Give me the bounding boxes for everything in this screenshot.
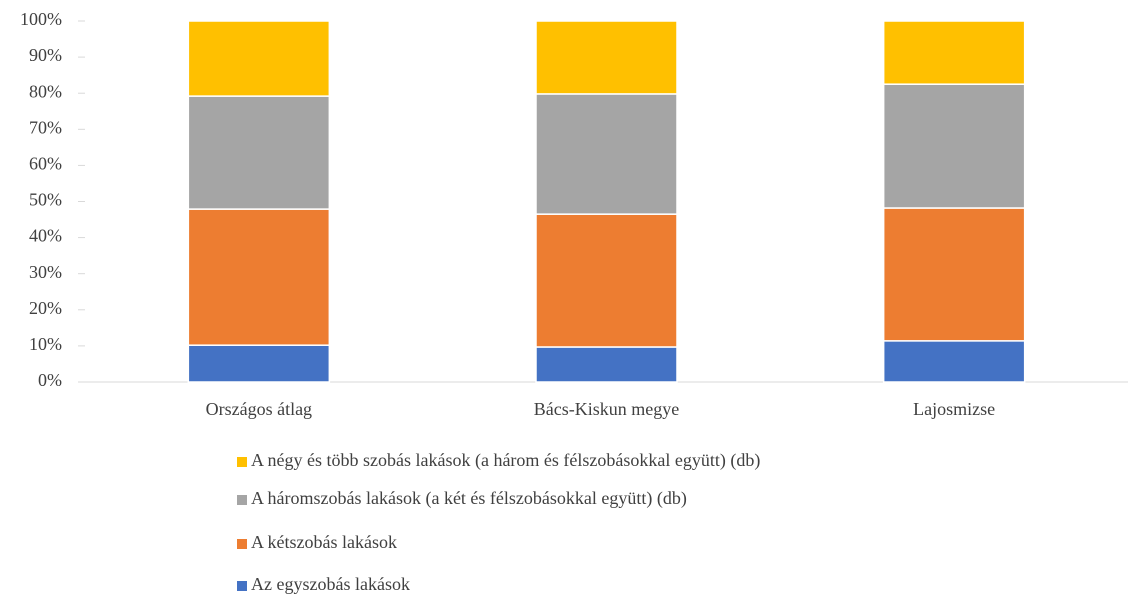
legend-label: A háromszobás lakások (a két és félszobá…: [251, 488, 687, 509]
y-tick-label: 10%: [29, 334, 62, 354]
x-tick-label: Lajosmizse: [913, 399, 995, 419]
bar-segment: [187, 20, 331, 97]
y-tick-label: 70%: [29, 117, 62, 137]
bar-segment: [187, 344, 331, 383]
bar-segment: [187, 208, 331, 346]
y-tick-label: 100%: [20, 9, 62, 29]
legend-label: A négy és több szobás lakások (a három é…: [251, 450, 760, 471]
y-tick-label: 50%: [29, 190, 62, 210]
legend-swatch: [237, 539, 247, 549]
bar-segment: [535, 346, 678, 383]
legend-label: A kétszobás lakások: [251, 532, 397, 552]
y-tick-label: 90%: [29, 45, 62, 65]
bar-segment: [882, 340, 1026, 383]
legend-label: Az egyszobás lakások: [251, 574, 410, 594]
legend-swatch: [237, 495, 247, 505]
bar-segment: [187, 95, 331, 210]
bar-segment: [535, 213, 678, 348]
y-tick-label: 60%: [29, 154, 62, 174]
legend-swatch: [237, 581, 247, 591]
bar-segment: [535, 93, 678, 215]
x-tick-label: Bács-Kiskun megye: [534, 399, 679, 419]
bar-segment: [882, 20, 1026, 85]
y-tick-label: 40%: [29, 226, 62, 246]
y-tick-label: 80%: [29, 81, 62, 101]
bar-segment: [882, 83, 1026, 209]
legend-swatch: [237, 457, 247, 467]
bar-segment: [882, 207, 1026, 342]
y-tick-label: 30%: [29, 262, 62, 282]
y-tick-label: 0%: [38, 370, 62, 390]
y-tick-label: 20%: [29, 298, 62, 318]
x-tick-label: Országos átlag: [206, 399, 312, 419]
bar-segment: [535, 20, 678, 95]
